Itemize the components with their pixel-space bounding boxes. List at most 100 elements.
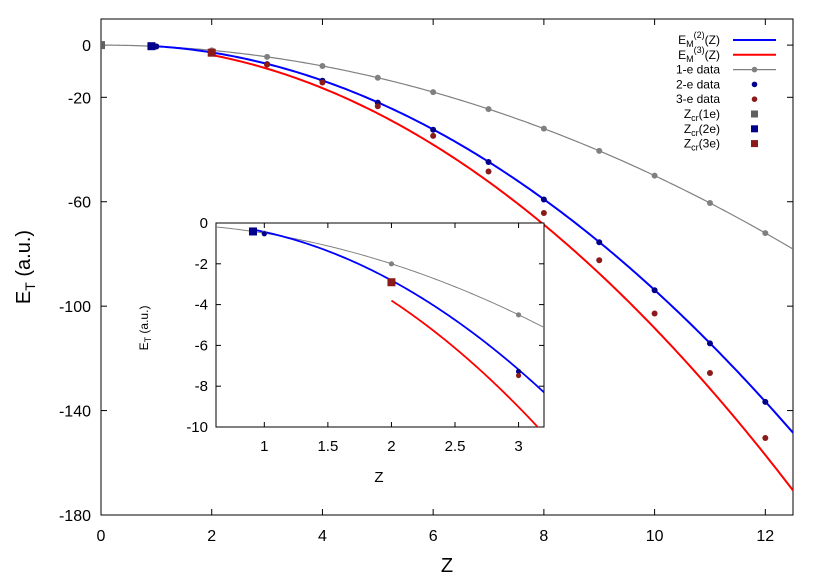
inset-y-axis-label: ET (a.u.) [137,306,153,351]
main-zcr-3e-marker [207,48,216,57]
inset-y-tick-label: -10 [186,419,208,436]
main-1e-data-point [264,53,271,60]
main-2e-data-point [651,287,658,294]
legend-square-sample [751,125,758,133]
main-x-tick-label: 8 [539,528,548,545]
main-2e-data-point [762,398,769,405]
legend-label: EM(2)(Z) [678,30,720,49]
main-em2-curve [151,44,793,434]
main-1e-data-point [706,200,713,207]
inset-1e-data-point [515,312,522,318]
inset-x-tick-label: 2.5 [445,438,466,455]
main-zcr-2e-marker [147,42,156,51]
inset-chart: 1 1.5 2 2.5 3 0 -2 -4 -6 -8 -10 Z ET (a.u.) [137,215,545,486]
inset-y-tick-label: 0 [200,215,208,232]
legend-label: 1-e data [676,63,720,77]
main-x-tick-label: 6 [429,528,438,545]
main-1e-data-point [374,74,381,81]
inset-em3-curve [390,299,539,427]
main-1e-data-point [762,230,769,237]
main-x-tick-label: 10 [646,528,664,545]
main-3e-data-point [762,434,769,441]
inset-series [216,226,544,427]
legend-square-sample [751,140,758,148]
main-y-tick-label: -180 [59,508,91,525]
legend-entry: EM(3)(Z) [678,45,776,64]
legend-entry: 2-e data [676,77,758,91]
main-3e-data-point [651,310,658,317]
main-x-tick-label: 4 [318,528,327,545]
main-x-tick-label: 12 [756,528,774,545]
inset-1e-data-point [388,261,395,267]
main-y-tick-label: 0 [82,38,91,55]
inset-y-tick-label: -2 [195,256,208,273]
main-3e-data-point [540,209,547,216]
main-3e-data-point [430,132,437,139]
legend-entry: 3-e data [676,92,758,106]
main-2e-data-point [596,239,603,246]
main-1e-data-point [651,172,658,179]
legend-point-sample [751,81,758,88]
legend-entry: Zcr(3e) [684,137,758,153]
legend-entry: EM(2)(Z) [678,30,776,49]
main-ticks: 0 2 4 6 8 10 120-20-60-100-140-180 [59,19,793,545]
main-3e-data-point [596,257,603,264]
main-y-tick-label: -20 [68,90,91,107]
main-1e-data-point [319,62,326,69]
inset-y-tick-label: -4 [195,297,208,314]
inset-zcr-2e-marker [248,227,257,236]
main-y-tick-label: -100 [59,299,91,316]
inset-x-tick-label: 3 [514,438,522,455]
main-x-axis-label: Z [441,555,453,577]
inset-x-tick-label: 2 [387,438,395,455]
main-zcr-1e-marker [101,41,105,50]
inset-zcr-3e-marker [387,278,396,287]
legend-label: Zcr(3e) [684,137,720,153]
main-3e-data-point [374,103,381,110]
main-em3-curve [211,54,793,492]
legend-label: Zcr(1e) [684,107,720,123]
inset-x-tick-label: 1.5 [317,438,338,455]
legend-entry: Zcr(1e) [684,107,758,123]
legend-label: 3-e data [676,92,720,106]
legend-label: 2-e data [676,77,720,91]
inset-2e-data-point [261,231,267,237]
legend-point-sample [751,96,758,102]
inset-2e-data-point [515,368,522,375]
legend-entry: 1-e data [676,63,776,77]
inset-x-tick-label: 1 [260,438,268,455]
legend-entry: Zcr(2e) [684,122,758,138]
legend-label: EM(3)(Z) [678,45,720,64]
main-x-tick-label: 0 [97,528,106,545]
main-series [101,41,793,492]
main-2e-data-point [430,126,437,133]
inset-x-axis-label: Z [374,469,383,486]
main-2e-data-point [706,340,713,347]
main-y-tick-label: -140 [59,404,91,421]
main-y-tick-label: -60 [68,195,91,212]
legend-label: Zcr(2e) [684,122,720,138]
main-2e-data-point [540,196,547,203]
main-1e-data-point [540,125,547,132]
legend-square-sample [751,110,758,118]
inset-y-tick-label: -8 [195,378,208,395]
main-3e-data-point [319,79,326,86]
inset-plot-frame [215,222,545,428]
main-3e-data-point [706,369,713,376]
main-3e-data-point [485,168,492,175]
legend-point-sample [751,66,758,73]
main-1e-curve [101,44,793,250]
main-y-axis-label: ET (a.u.) [13,230,38,304]
main-plot-frame [100,18,794,516]
main-1e-data-point [485,106,492,113]
inset-ticks: 1 1.5 2 2.5 3 0 -2 -4 -6 -8 -10 [186,215,544,455]
inset-em2-curve [252,228,544,394]
inset-y-tick-label: -6 [195,337,208,354]
inset-3e-data-point [515,372,522,379]
main-1e-data-point [596,147,603,154]
main-3e-data-point [264,61,271,68]
main-2e-data-point [485,159,492,166]
main-x-tick-label: 2 [207,528,216,545]
